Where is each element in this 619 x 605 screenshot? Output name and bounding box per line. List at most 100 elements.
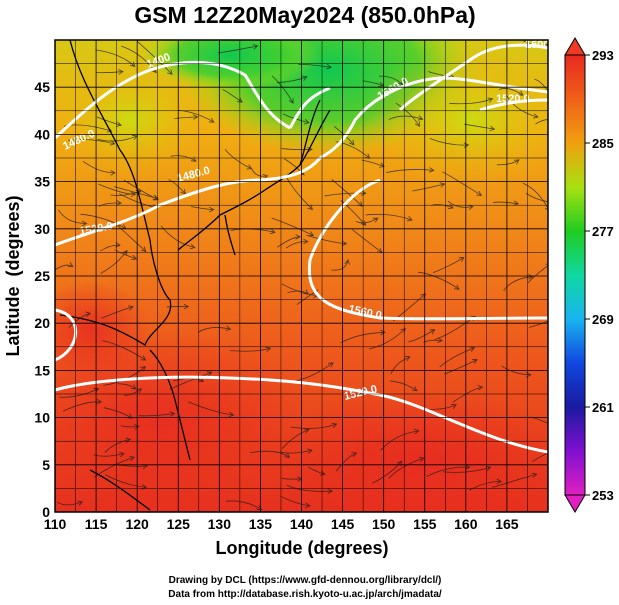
streamline xyxy=(388,457,424,479)
streamline xyxy=(59,388,99,398)
streamline xyxy=(525,193,548,203)
streamline xyxy=(447,200,473,208)
streamline-arrow xyxy=(307,204,313,211)
streamline-arrow xyxy=(129,61,136,67)
y-tick-label: 15 xyxy=(34,362,50,378)
streamline-arrow xyxy=(451,404,457,410)
streamline-arrow xyxy=(169,411,176,417)
streamline-arrow xyxy=(85,311,92,317)
streamline xyxy=(281,477,302,480)
streamline xyxy=(96,116,122,126)
streamline-arrow xyxy=(303,119,310,125)
streamline xyxy=(123,388,142,396)
streamline-arrow xyxy=(420,293,427,299)
streamline xyxy=(390,380,418,392)
streamline-arrow xyxy=(228,411,235,418)
streamline xyxy=(501,365,531,376)
streamline-arrow xyxy=(262,173,269,180)
height-contours xyxy=(55,43,548,454)
streamline-arrow xyxy=(327,362,334,368)
streamline-arrow xyxy=(237,97,243,103)
streamline-arrow xyxy=(429,329,436,335)
streamline-arrow xyxy=(167,69,173,75)
streamline xyxy=(115,223,147,252)
streamline-arrow xyxy=(284,452,291,458)
x-tick-label: 110 xyxy=(44,516,67,532)
streamline xyxy=(276,236,301,248)
streamline-arrow xyxy=(125,437,131,443)
y-tick-label: 35 xyxy=(34,174,50,190)
streamline-arrow xyxy=(96,398,103,405)
streamline-arrow xyxy=(270,228,276,235)
streamline-arrow xyxy=(414,121,420,128)
temperature-field xyxy=(55,40,548,512)
colorbar-tick-label: 293 xyxy=(592,48,614,63)
streamline-arrow xyxy=(476,190,483,196)
streamline xyxy=(503,276,533,291)
streamline xyxy=(492,201,519,205)
streamline-arrow xyxy=(360,220,367,226)
streamline xyxy=(352,229,383,253)
streamline-arrow xyxy=(118,69,124,75)
coastlines xyxy=(59,40,331,511)
streamline xyxy=(95,71,124,74)
streamline xyxy=(271,75,294,104)
streamline xyxy=(58,209,87,224)
streamline-arrow xyxy=(77,500,84,506)
streamline-arrow xyxy=(411,386,418,392)
streamline xyxy=(306,234,347,245)
streamline xyxy=(496,159,520,166)
streamline-arrow xyxy=(252,44,259,50)
streamline xyxy=(123,179,159,201)
streamline-arrow xyxy=(115,242,121,248)
streamline-arrow xyxy=(472,358,478,364)
x-axis-label: Longitude (degrees) xyxy=(215,538,388,558)
streamline xyxy=(395,102,420,127)
y-axis-ticks: 0 5 10 15 20 25 30 35 40 45 xyxy=(34,79,50,520)
streamline-arrow xyxy=(116,200,122,206)
streamline-arrow xyxy=(379,162,385,168)
colorbar: 293 285 277 269 261 253 xyxy=(564,37,614,513)
streamline-arrow xyxy=(532,113,539,119)
streamline xyxy=(80,213,127,230)
streamline xyxy=(63,401,102,412)
streamline xyxy=(379,75,403,85)
streamline-arrow xyxy=(351,451,358,458)
streamline-arrow xyxy=(67,261,74,267)
streamline xyxy=(188,401,234,416)
streamline-arrow xyxy=(418,456,425,463)
streamline-arrow xyxy=(265,346,272,353)
streamline xyxy=(390,356,411,374)
streamline xyxy=(277,76,307,83)
streamline xyxy=(55,264,74,271)
streamline-arrow xyxy=(489,125,496,132)
streamline-arrow xyxy=(305,502,311,509)
streamline xyxy=(412,183,445,192)
streamline-arrow xyxy=(109,140,116,146)
streamline xyxy=(365,213,413,221)
streamline xyxy=(68,312,91,328)
streamline-arrow xyxy=(513,159,520,165)
streamline xyxy=(229,347,271,352)
y-tick-label: 45 xyxy=(34,79,50,95)
x-tick-label: 155 xyxy=(413,516,437,532)
streamline xyxy=(98,202,122,207)
streamline xyxy=(361,159,385,167)
streamline xyxy=(368,328,406,350)
streamline xyxy=(114,249,137,260)
streamline xyxy=(340,331,385,344)
streamline xyxy=(104,438,131,453)
streamline-arrow xyxy=(303,289,309,295)
streamline xyxy=(287,290,309,295)
streamline-arrow xyxy=(496,478,502,485)
streamline xyxy=(355,217,379,224)
streamline-arrow xyxy=(413,428,420,435)
streamline xyxy=(386,169,434,173)
streamline-arrow xyxy=(553,200,557,205)
colorbar-tick-label: 253 xyxy=(592,488,614,503)
credit-data: Data from http://database.rish.kyoto-u.a… xyxy=(168,589,442,600)
streamline xyxy=(105,474,147,488)
streamline xyxy=(527,264,548,284)
streamline-arrow xyxy=(140,246,147,252)
streamline-arrow xyxy=(458,257,465,263)
